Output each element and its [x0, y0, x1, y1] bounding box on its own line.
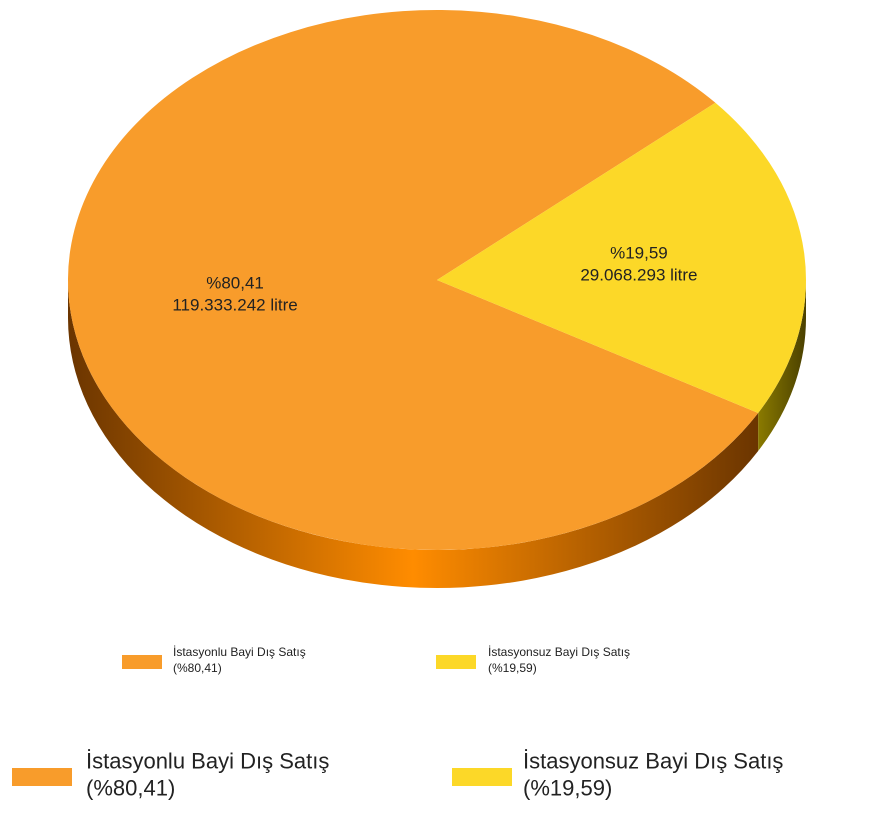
legend-label: İstasyonsuz Bayi Dış Satış [488, 645, 630, 659]
slice-volume-label: 119.333.242 litre [172, 295, 297, 314]
slice [437, 102, 807, 413]
legend-value: (%19,59) [488, 661, 537, 675]
legend-label: İstasyonlu Bayi Dış Satış [173, 645, 306, 659]
slice-side [68, 280, 759, 589]
legend-label: İstasyonlu Bayi Dış Satış [86, 748, 329, 773]
legend-value: (%80,41) [86, 775, 175, 800]
legend-label: İstasyonsuz Bayi Dış Satış [523, 748, 783, 773]
legend-value: (%19,59) [523, 775, 612, 800]
legend-value: (%80,41) [173, 661, 222, 675]
slice-percent-label: %80,41 [206, 273, 264, 292]
legend-swatch [122, 655, 162, 669]
legend-swatch [452, 768, 512, 786]
slice-percent-label: %19,59 [610, 244, 668, 263]
legend-swatch [436, 655, 476, 669]
slice-side [758, 280, 806, 451]
legend-swatch [12, 768, 72, 786]
slice [68, 10, 759, 551]
slice-volume-label: 29.068.293 litre [580, 266, 697, 285]
